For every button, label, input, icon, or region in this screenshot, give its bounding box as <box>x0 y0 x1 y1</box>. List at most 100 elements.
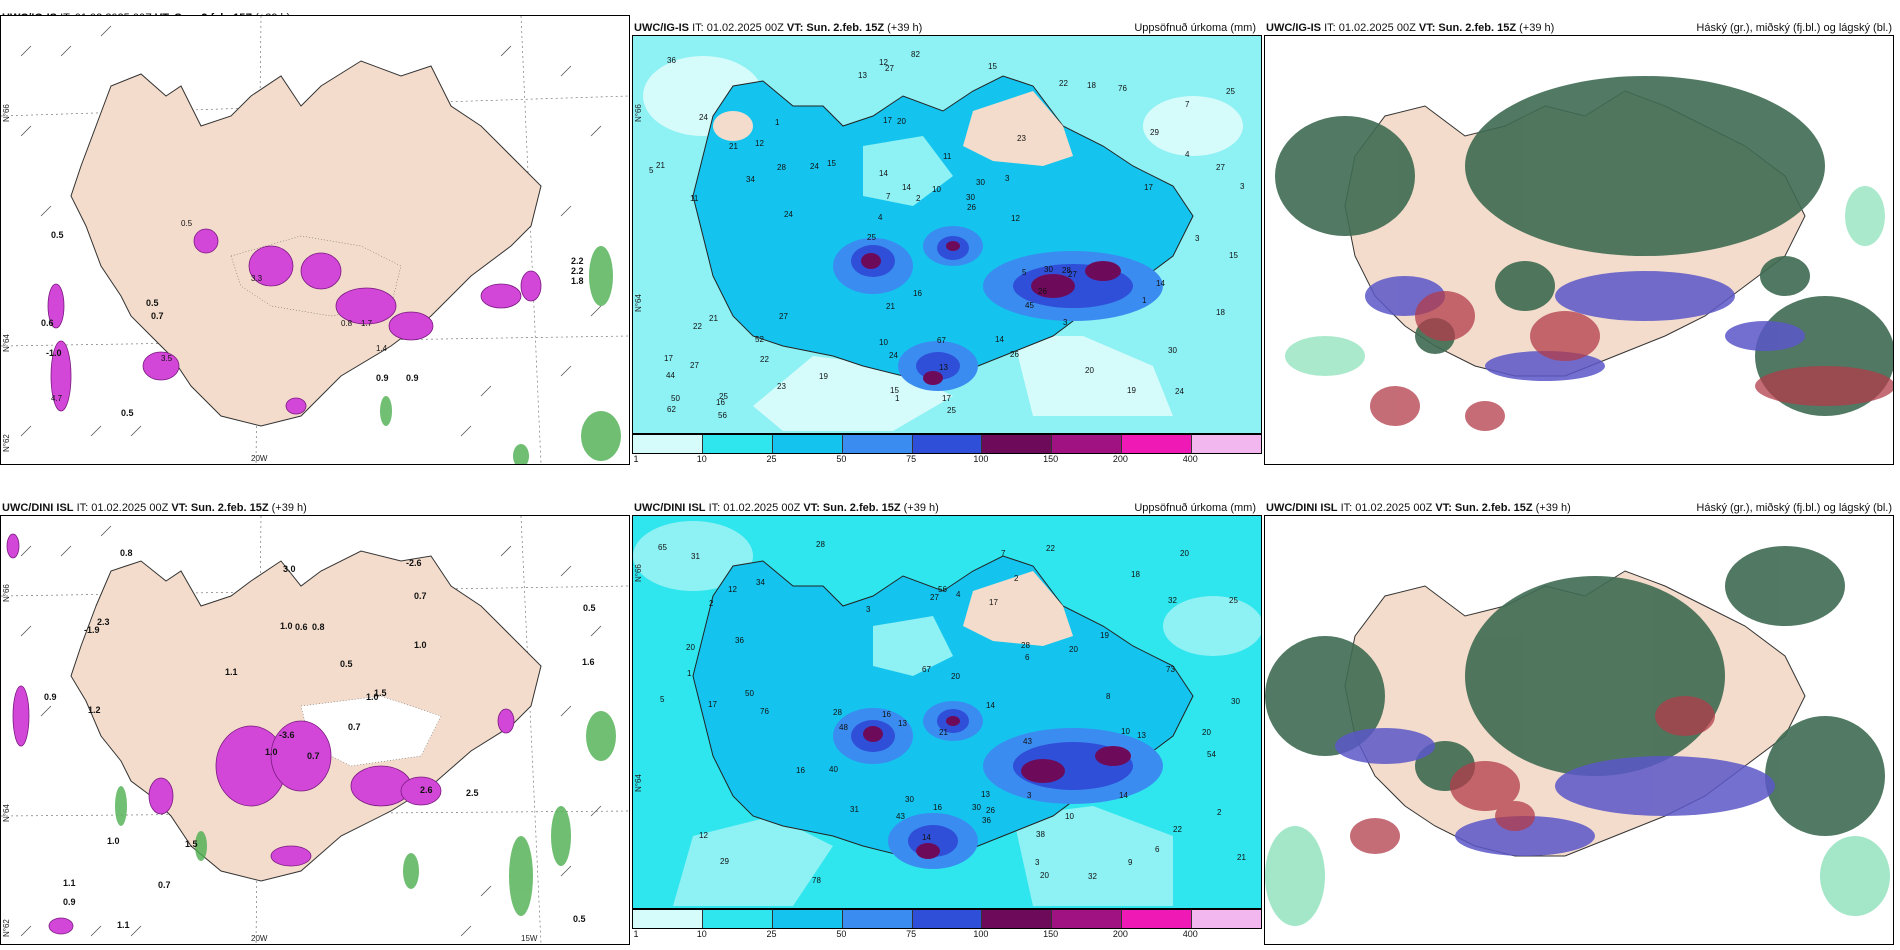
colorbar-tick-label: 75 <box>906 454 917 464</box>
value-label: 78 <box>812 876 821 885</box>
value-label: 17 <box>664 354 673 363</box>
map-precip[interactable]: N°66 N°64 24 11 7 25 23 25 17 11 21 15 44 22 20 30 27 2… <box>632 35 1262 434</box>
colorbar-tick-label: 50 <box>836 929 847 939</box>
temp-label: 2.2 <box>571 266 584 276</box>
value-label: 20 <box>1180 549 1189 558</box>
value-label: 12 <box>879 58 888 67</box>
value-label: 4 <box>956 590 961 599</box>
map-clouds[interactable] <box>1264 35 1894 465</box>
value-label: 28 <box>816 540 825 549</box>
value-label: 21 <box>1237 853 1246 862</box>
axis-label: N°66 <box>634 564 643 582</box>
value-label: 25 <box>1226 87 1235 96</box>
value-label: 43 <box>1023 737 1032 746</box>
value-label: 15 <box>890 386 899 395</box>
axis-label: N°64 <box>634 774 643 792</box>
value-label: 30 <box>966 193 975 202</box>
value-label: 20 <box>951 672 960 681</box>
panel-top-right-clouds: UWC/IG-IS IT: 01.02.2025 00Z VT: Sun. 2.… <box>1264 0 1900 465</box>
init-time: IT: 01.02.2025 00Z <box>692 22 784 34</box>
valid-time: VT: Sun. 2.feb. 15Z <box>786 22 885 34</box>
axis-label: N°66 <box>2 584 11 602</box>
value-label: 29 <box>1150 128 1159 137</box>
value-label: 20 <box>1085 366 1094 375</box>
value-label: 76 <box>760 707 769 716</box>
colorbar-tick-label: 25 <box>766 929 777 939</box>
map-precip[interactable]: N°66 N°64 22 2 13 7 10 20 32 21 34 38 50 28 22 30 30 29… <box>632 515 1262 909</box>
value-label: 2.6 <box>420 785 433 795</box>
value-label: 17 <box>1144 183 1153 192</box>
value-label: 20 <box>1202 728 1211 737</box>
value-label: 0.9 <box>63 897 76 907</box>
value-label: 10 <box>1121 727 1130 736</box>
map-clouds[interactable] <box>1264 515 1894 945</box>
value-label: 16 <box>882 710 891 719</box>
value-label: 1.5 <box>185 839 198 849</box>
value-label: 16 <box>933 803 942 812</box>
value-label: 19 <box>1127 386 1136 395</box>
lead-time: (+39 h) <box>887 22 923 34</box>
colorbar-segment <box>772 910 843 928</box>
value-label: 12 <box>699 831 708 840</box>
panel-variable-label: Uppsöfnuð úrkoma (mm) <box>1134 22 1256 34</box>
value-label: 1.0 <box>414 640 427 650</box>
map-wind-temp[interactable]: N°66 N°64 N°62 20W 15W 0.7 -1.9 -3.6 1.1 1.0… <box>0 515 630 945</box>
colorbar-tick-label: 400 <box>1182 929 1198 939</box>
axis-label: N°62 <box>2 919 11 937</box>
colorbar-tick-label: 10 <box>696 929 707 939</box>
value-label: 3 <box>1063 318 1068 327</box>
value-label: 4 <box>1185 150 1190 159</box>
value-label: 27 <box>1068 270 1077 279</box>
value-label: 14 <box>986 701 995 710</box>
value-label: -2.6 <box>406 558 422 568</box>
value-label: 27 <box>1216 163 1225 172</box>
value-label: 22 <box>1059 79 1068 88</box>
value-label: 0.8 <box>312 622 325 632</box>
axis-label: N°64 <box>634 294 643 312</box>
value-label: 73 <box>1166 665 1175 674</box>
value-label: 12 <box>728 585 737 594</box>
value-label: 17 <box>989 598 998 607</box>
value-label: 22 <box>1046 544 1055 553</box>
value-label: 18 <box>1216 308 1225 317</box>
value-label: 2.5 <box>466 788 479 798</box>
value-label: 25 <box>947 406 956 415</box>
value-label: 14 <box>922 833 931 842</box>
panel-top-left-wind-temp: UWC/IG-IS IT: 01.02.2025 00Z VT: Sun. 2.… <box>0 0 630 465</box>
value-label: 6 <box>1155 845 1160 854</box>
value-label: 28 <box>1062 266 1071 275</box>
value-label: 15 <box>1229 251 1238 260</box>
temp-label: 0.7 <box>151 311 164 321</box>
value-label: 24 <box>1175 387 1184 396</box>
colorbar-segment <box>982 435 1053 453</box>
colorbar-tick-label: 200 <box>1112 454 1128 464</box>
panel-title: UWC/DINI ISL IT: 01.02.2025 00Z VT: Sun.… <box>634 502 939 514</box>
temp-label: 0.5 <box>121 408 134 418</box>
value-label: 20 <box>1069 645 1078 654</box>
value-label: 22 <box>1173 825 1182 834</box>
value-label: 17 <box>942 394 951 403</box>
init-time: IT: 01.02.2025 00Z <box>708 502 801 514</box>
value-label: 54 <box>1207 750 1216 759</box>
panel-bottom-middle-precip: UWC/DINI ISL IT: 01.02.2025 00Z VT: Sun.… <box>632 480 1262 950</box>
value-label: 6 <box>1025 653 1030 662</box>
temp-labels: 0.7-1.9-3.61.11.01.5-2.60.80.70.70.80.51… <box>44 548 596 930</box>
temp-label: 0.5 <box>181 219 193 228</box>
value-label: 13 <box>1137 731 1146 740</box>
valid-time: VT: Sun. 2.feb. 15Z <box>1418 22 1517 34</box>
value-label: 25 <box>719 392 728 401</box>
value-label: 13 <box>981 790 990 799</box>
colorbar-segment <box>1052 435 1123 453</box>
map-svg: N°66 N°64 N°62 20W 0.5 0.6 0.5 0.7 -1.0 … <box>1 16 629 464</box>
value-label: 10 <box>879 338 888 347</box>
valid-time: VT: Sun. 2.feb. 15Z <box>803 502 901 514</box>
axis-label: 15W <box>521 934 538 943</box>
value-label: 26 <box>1010 350 1019 359</box>
value-label: 27 <box>779 312 788 321</box>
value-label: 11 <box>943 152 952 161</box>
value-label: 56 <box>938 585 947 594</box>
value-label: 32 <box>1168 596 1177 605</box>
map-wind-temp[interactable]: N°66 N°64 N°62 20W 0.5 0.6 0.5 0.7 -1.0 … <box>0 15 630 465</box>
value-label: 28 <box>777 163 786 172</box>
